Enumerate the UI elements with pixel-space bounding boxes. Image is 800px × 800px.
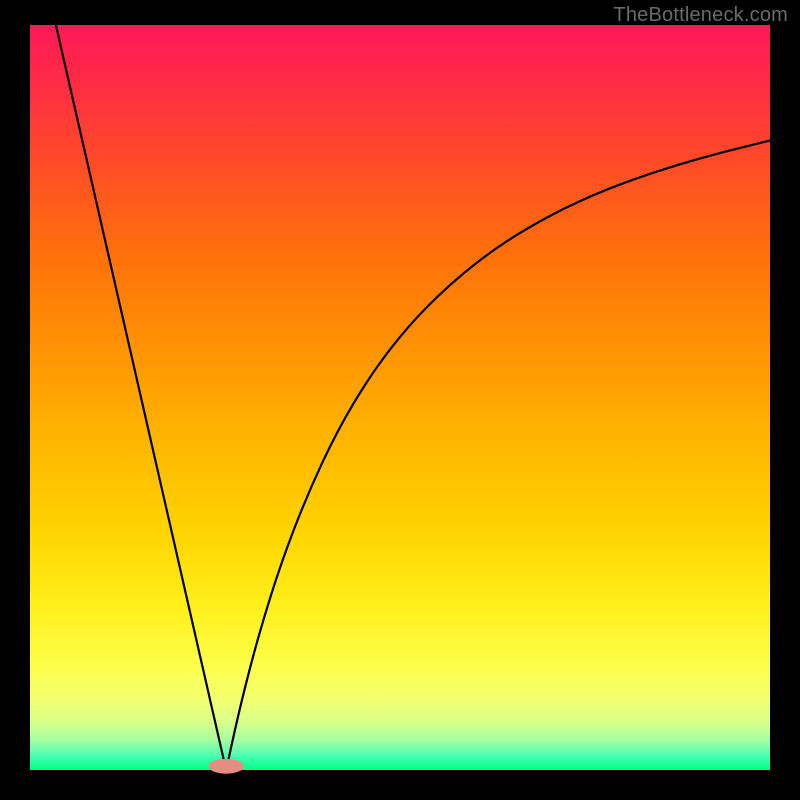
vertex-marker (208, 759, 244, 774)
chart-container: TheBottleneck.com (0, 0, 800, 800)
watermark-text: TheBottleneck.com (613, 4, 788, 27)
bottleneck-chart-svg (0, 0, 800, 800)
